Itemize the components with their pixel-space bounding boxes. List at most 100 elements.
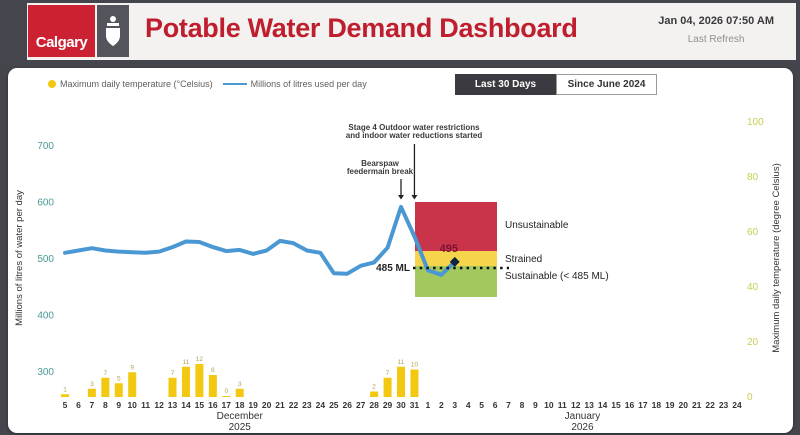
zone-1 xyxy=(415,202,497,251)
temperature-bar[interactable] xyxy=(61,394,69,397)
temperature-bar[interactable] xyxy=(397,366,405,397)
x-axis-day-label: 26 xyxy=(343,400,353,410)
temperature-bar-label: 0 xyxy=(224,388,228,395)
zone-label: Strained xyxy=(505,254,542,265)
x-axis-day-label: 15 xyxy=(611,400,621,410)
x-axis-day-label: 23 xyxy=(719,400,729,410)
right-axis-tick: 80 xyxy=(747,172,759,183)
x-axis-day-label: 31 xyxy=(410,400,420,410)
temperature-bar-label: 7 xyxy=(386,370,390,377)
annotation-text: and indoor water reductions started xyxy=(346,131,483,140)
annotation-text: feedermain break xyxy=(347,167,414,176)
temperature-bar-label: 12 xyxy=(196,356,204,363)
temperature-legend-swatch-icon xyxy=(48,80,56,88)
x-axis-year-label: 2025 xyxy=(229,422,252,433)
left-axis-tick: 400 xyxy=(37,311,54,322)
temperature-bar[interactable] xyxy=(370,391,379,398)
x-axis-month-label: December xyxy=(217,411,264,422)
x-axis-day-label: 6 xyxy=(76,400,81,410)
x-axis-day-label: 30 xyxy=(396,400,406,410)
last-30-days-button[interactable]: Last 30 Days xyxy=(455,74,556,95)
x-axis-day-label: 29 xyxy=(383,400,393,410)
temperature-bar[interactable] xyxy=(181,366,190,397)
x-axis-day-label: 5 xyxy=(63,400,68,410)
right-axis-tick: 60 xyxy=(747,227,759,238)
right-axis-title: Maximum daily temperature (degree Celsiu… xyxy=(771,163,782,353)
x-axis-year-label: 2026 xyxy=(571,422,594,433)
x-axis-day-label: 23 xyxy=(302,400,312,410)
left-axis-tick: 600 xyxy=(37,197,54,208)
legend-label-temperature: Maximum daily temperature (°Celsius) xyxy=(60,79,213,89)
temperature-bar[interactable] xyxy=(168,377,177,397)
x-axis-day-label: 6 xyxy=(493,400,498,410)
right-axis-tick: 20 xyxy=(747,337,759,348)
temperature-bar[interactable] xyxy=(128,372,137,397)
temperature-bar[interactable] xyxy=(195,364,204,397)
x-axis-month-label: January xyxy=(565,411,601,422)
legend-label-water: Millions of litres used per day xyxy=(250,79,367,89)
latest-value-label: 495 xyxy=(440,243,458,255)
chart-legend: Maximum daily temperature (°Celsius) Mil… xyxy=(48,79,367,89)
right-axis-tick: 100 xyxy=(747,117,764,128)
right-axis-tick: 40 xyxy=(747,282,759,293)
refresh-block: Jan 04, 2026 07:50 AM Last Refresh xyxy=(658,15,774,45)
annotation-text: Bearspaw xyxy=(361,159,400,168)
x-axis-day-label: 21 xyxy=(275,400,285,410)
water-usage-line[interactable] xyxy=(63,204,457,277)
app-header: Calgary Potable Water Demand Dashboard J… xyxy=(27,3,796,60)
page-title: Potable Water Demand Dashboard xyxy=(145,13,578,43)
x-axis-day-label: 7 xyxy=(506,400,511,410)
legend-item-water: Millions of litres used per day xyxy=(222,79,367,89)
legend-item-temperature: Maximum daily temperature (°Celsius) xyxy=(48,79,213,89)
zone-label: Sustainable (< 485 ML) xyxy=(505,271,609,282)
since-june-2024-button[interactable]: Since June 2024 xyxy=(556,74,657,95)
temperature-bar[interactable] xyxy=(410,369,419,398)
chart-svg: Unsustainable Strained Sustainable (< 485 … xyxy=(14,117,782,433)
x-axis-day-label: 14 xyxy=(598,400,608,410)
x-axis-day-label: 16 xyxy=(208,400,218,410)
left-axis-tick: 300 xyxy=(37,367,54,378)
temperature-bar-label: 3 xyxy=(238,381,242,388)
x-axis-day-label: 5 xyxy=(479,400,484,410)
left-axis-tick: 700 xyxy=(37,141,54,152)
temperature-bar-label: 11 xyxy=(183,359,190,366)
temperature-bar[interactable] xyxy=(208,375,217,397)
x-axis-day-label: 10 xyxy=(544,400,554,410)
temperature-bar[interactable] xyxy=(222,396,231,397)
x-axis-day-label: 22 xyxy=(705,400,715,410)
x-axis-day-label: 1 xyxy=(426,400,431,410)
crest-glyph xyxy=(106,16,120,46)
x-axis-day-label: 13 xyxy=(168,400,178,410)
temperature-bar[interactable] xyxy=(114,383,123,397)
refresh-timestamp: Jan 04, 2026 07:50 AM xyxy=(658,15,774,27)
water-legend-swatch-icon xyxy=(222,83,247,85)
temperature-bar[interactable] xyxy=(101,377,110,397)
annotation-text: Stage 4 Outdoor water restrictions xyxy=(348,123,480,132)
x-axis-day-label: 18 xyxy=(235,400,245,410)
x-axis-day-label: 7 xyxy=(90,400,95,410)
crest-icon xyxy=(97,5,129,57)
x-axis-day-label: 17 xyxy=(638,400,648,410)
temperature-bar-label: 3 xyxy=(90,381,94,388)
x-axis-day-label: 3 xyxy=(452,400,457,410)
temperature-bar[interactable] xyxy=(235,388,244,397)
dashboard-panel: Maximum daily temperature (°Celsius) Mil… xyxy=(8,68,793,433)
left-axis-title: Millions of litres of water per day xyxy=(14,190,25,326)
temperature-bar-label: 8 xyxy=(211,367,215,374)
x-axis-day-label: 12 xyxy=(571,400,581,410)
x-axis-day-label: 15 xyxy=(195,400,205,410)
x-axis-day-label: 8 xyxy=(520,400,525,410)
x-axis-day-label: 19 xyxy=(248,400,258,410)
annotation-arrow-icon xyxy=(411,195,418,200)
temperature-bar-label: 5 xyxy=(117,375,121,382)
temperature-bar-label: 9 xyxy=(130,364,134,371)
x-axis-day-label: 17 xyxy=(222,400,232,410)
annotation-arrow-icon xyxy=(398,195,404,200)
x-axis-day-label: 9 xyxy=(116,400,121,410)
x-axis-day-label: 18 xyxy=(652,400,662,410)
x-axis-day-label: 22 xyxy=(289,400,299,410)
x-axis-day-label: 12 xyxy=(154,400,164,410)
temperature-bar[interactable] xyxy=(383,377,392,397)
temperature-bar[interactable] xyxy=(87,388,96,397)
